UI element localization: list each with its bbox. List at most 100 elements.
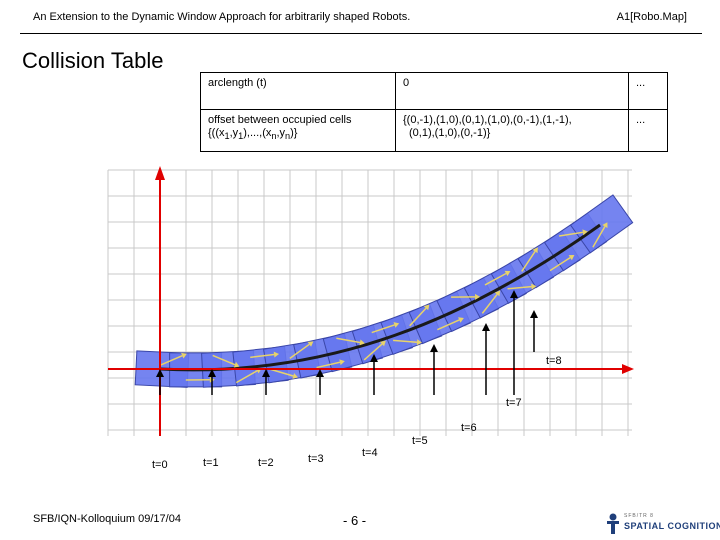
offset-formula-sub: 1 [238,131,244,142]
velocity-arrow [409,304,430,327]
time-marker: t=7 [506,290,522,409]
footer-event: SFB/IQN-Kolloquium 09/17/04 [33,513,181,525]
arrow-shaft [484,272,507,286]
time-marker: t=6 [461,323,490,434]
arrow-head [359,339,365,346]
velocity-arrow [484,270,511,286]
time-marker-arrowhead [482,323,490,331]
velocity-arrow [451,293,481,300]
time-marker: t=1 [203,369,219,469]
time-label: t=6 [461,422,477,434]
offset-value: {(0,-1),(1,0),(0,1),(1,0),(0,-1),(1,-1),… [395,109,629,152]
time-marker-arrowhead [530,310,538,318]
logo-subtitle: SFB/TR 8 [624,513,654,519]
velocity-arrow [507,283,537,290]
arrow-shaft [235,370,258,384]
arrow-shaft [521,251,536,272]
time-marker-arrowhead [156,369,164,377]
collision-table: arclength (t) 0 ... offset between occup… [200,72,668,152]
presentation-title: An Extension to the Dynamic Window Appro… [33,11,411,23]
velocity-arrow [212,354,240,368]
arrow-shaft [481,293,498,314]
offset-value-line2: (0,1),(1,0),(0,-1)} [409,127,491,139]
offset-formula-sub: n [285,131,291,142]
time-marker: t=2 [258,369,274,469]
occupancy-grid [107,169,632,436]
velocity-arrow [363,340,386,361]
time-label: t=0 [152,459,168,471]
velocity-arrow [437,317,464,331]
arrow-shaft [159,355,183,366]
arrow-head [531,283,537,290]
time-marker-arrowhead [370,354,378,362]
arrow-head [393,322,400,328]
time-marker-arrowhead [510,290,518,298]
arrow-head [475,293,481,300]
time-marker-arrowhead [430,344,438,352]
arrow-head [292,373,299,379]
velocity-arrow [393,339,422,346]
logo-wordmark: SPATIAL COGNITION [624,521,720,531]
offset-formula-part: ),...,(x [243,127,272,139]
time-label: t=2 [258,457,274,469]
time-marker: t=8 [530,310,562,367]
arrow-head [532,247,538,254]
arrow-head [458,317,464,323]
offset-formula-part: {((x [208,127,225,139]
velocity-arrow [159,352,187,366]
time-label: t=7 [506,397,522,409]
offset-formula-part: ,y [276,127,286,139]
offset-label-line2: {((x1,y1),...,(xn,yn)} [208,127,388,143]
table-row: offset between occupied cells {((x1,y1),… [200,109,668,152]
velocity-arrow [316,359,345,369]
arrow-shaft [549,257,571,272]
time-marker: t=3 [308,369,324,465]
spatial-cognition-logo: SFB/TR 8 SPATIAL COGNITION [604,513,720,535]
arrow-shaft [269,368,294,377]
time-label: t=4 [362,447,378,459]
time-markers: t=0 t=1 t=2 t=3 t=4 t=5 t=6 t=7 t=8 [152,290,562,471]
arrow-head [602,222,608,229]
offset-value-line1: {(0,-1),(1,0),(0,1),(1,0),(0,-1),(1,-1), [403,114,572,126]
arrow-head [423,304,430,311]
header-divider [20,33,702,34]
x-axis-arrowhead [622,364,634,374]
velocity-arrow [549,254,575,272]
slide-title: Collision Table [22,48,164,73]
arrow-head [233,361,240,368]
velocity-arrow [336,337,365,346]
arrow-head [307,341,314,347]
arrow-head [568,254,575,261]
time-marker-arrowhead [208,369,216,377]
arrow-shaft [289,343,310,359]
arrow-shaft [363,343,383,361]
arrow-shaft [409,307,427,327]
arclength-label: arclength (t) [200,72,396,110]
velocity-arrows [159,222,608,384]
velocity-arrow [592,222,608,248]
arrow-shaft [212,354,236,366]
offset-formula-sub: n [271,131,277,142]
arrow-shaft [507,285,532,290]
arrow-head [582,229,588,236]
arrow-shaft [559,231,583,237]
arrow-head [494,290,501,297]
time-label: t=1 [203,457,219,469]
time-label: t=8 [546,355,562,367]
arrow-shaft [316,361,341,369]
velocity-arrow [481,290,501,314]
arrow-shaft [437,319,460,331]
offset-formula-part: )} [290,127,298,139]
time-marker-arrowhead [262,369,270,377]
time-marker: t=4 [362,354,378,459]
velocity-arrow [521,247,538,272]
time-label: t=3 [308,453,324,465]
arrow-shaft [250,353,275,359]
project-code: A1[Robo.Map] [616,11,687,23]
offset-label: offset between occupied cells {((x1,y1),… [200,109,396,152]
arrow-shaft [592,226,606,248]
velocity-arrow [289,341,314,359]
offset-formula-sub: 1 [224,131,230,142]
arrow-head [380,340,386,347]
